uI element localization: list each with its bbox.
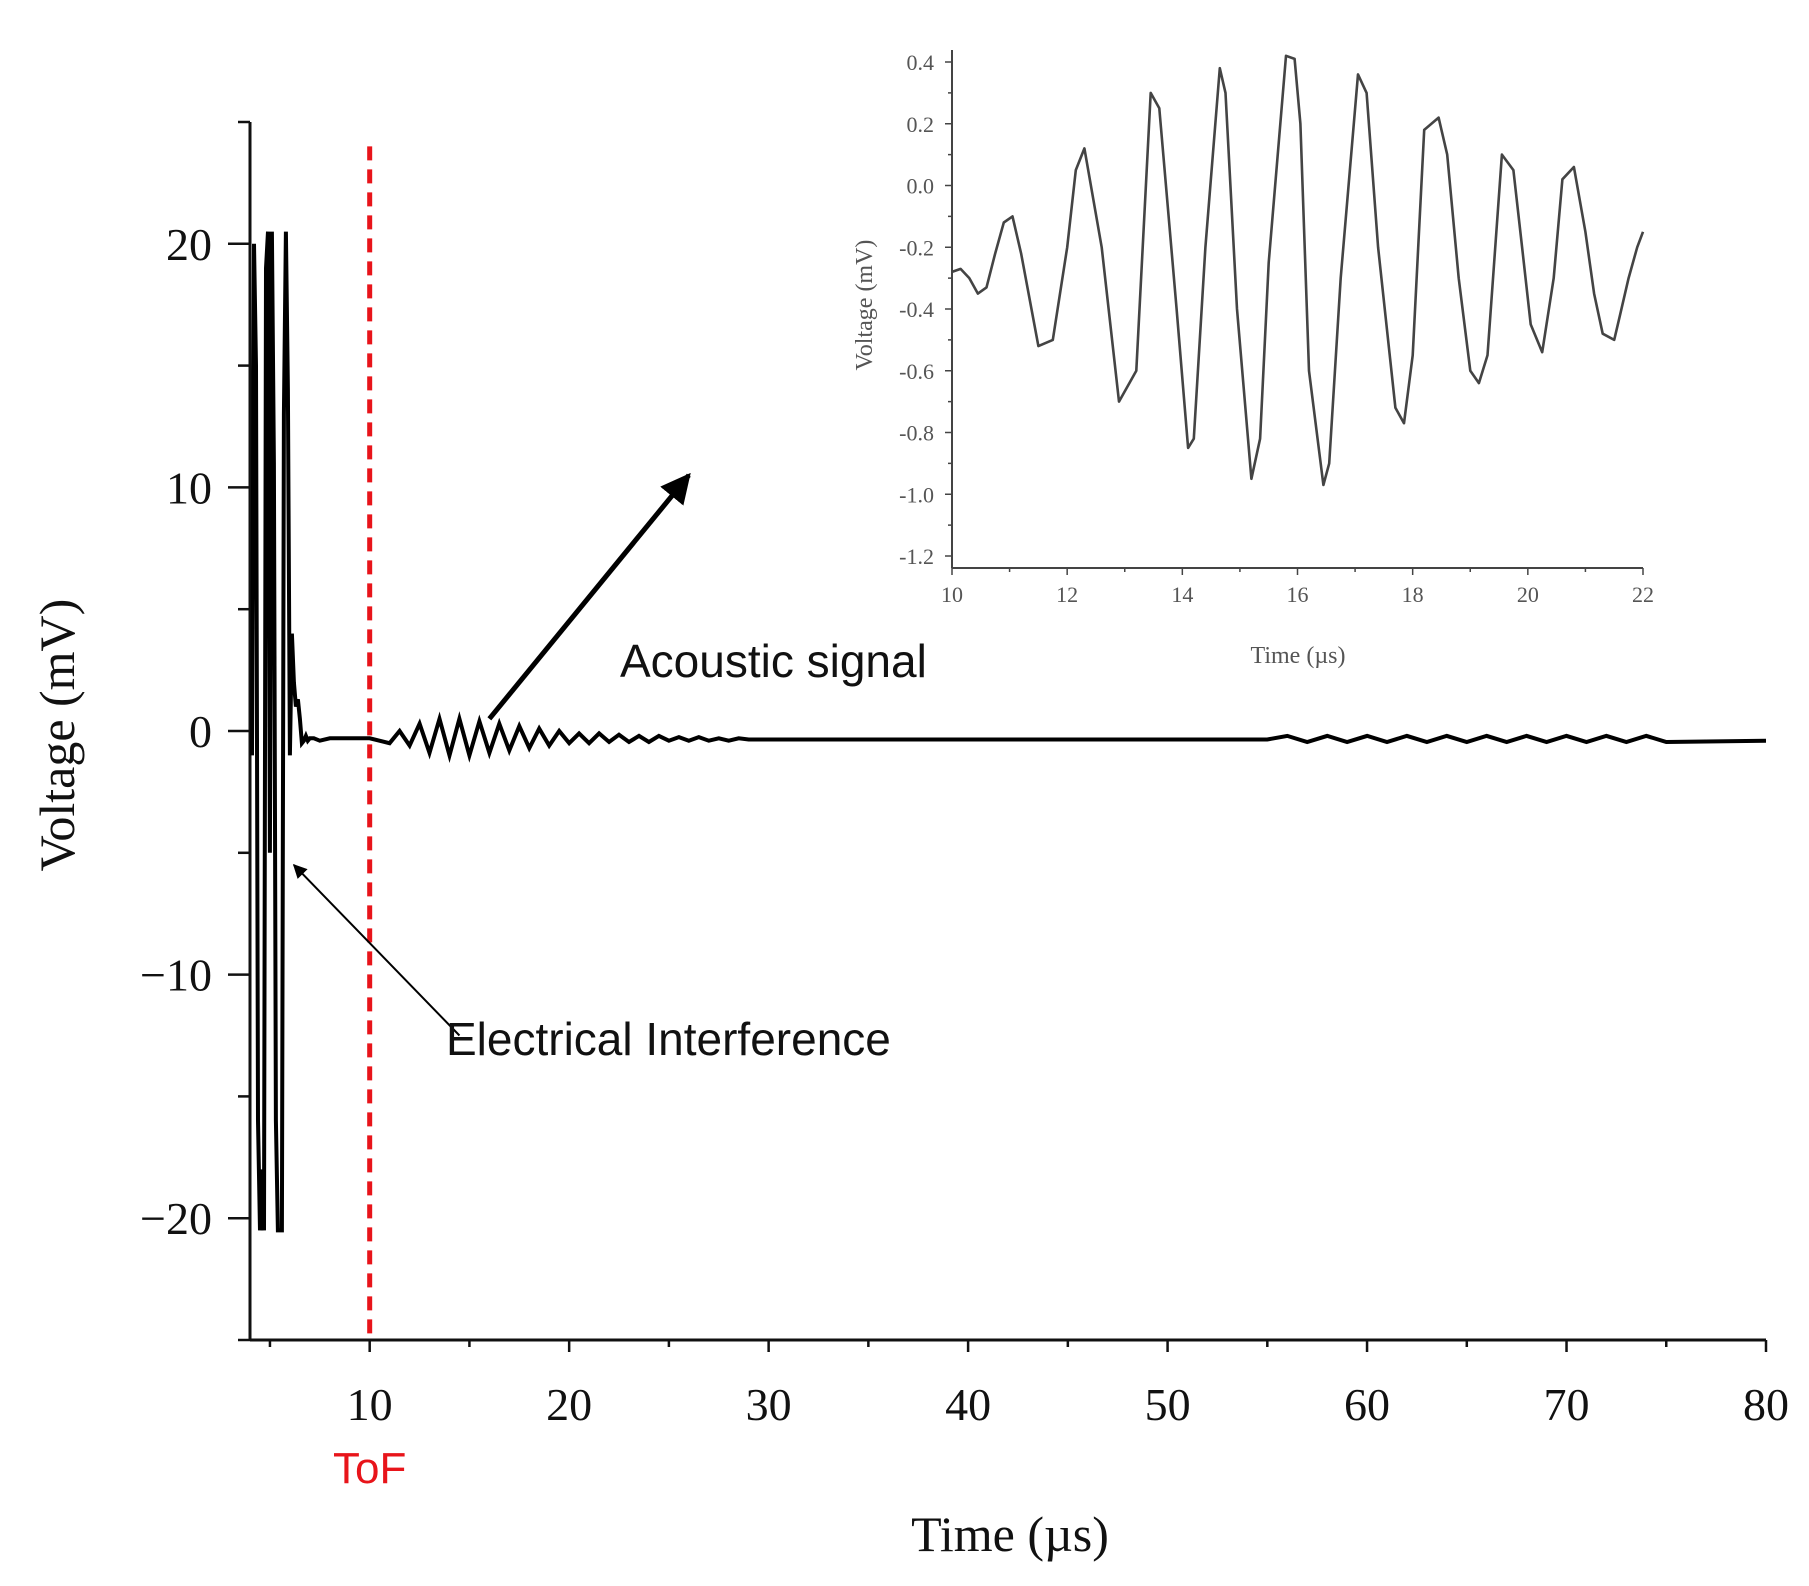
inset-series-line bbox=[951, 54, 1645, 487]
inset-y-tick-label: -0.2 bbox=[899, 235, 934, 260]
inset-x-axis-label: Time (µs) bbox=[1251, 643, 1346, 669]
main-y-tick-label: 20 bbox=[166, 219, 212, 270]
tof-label: ToF bbox=[333, 1444, 406, 1493]
main-series-line bbox=[250, 231, 1767, 1233]
acoustic-arrow bbox=[487, 472, 691, 721]
inset-x-tick-label: 10 bbox=[941, 582, 963, 607]
main-y-tick-label: 10 bbox=[166, 462, 212, 513]
inset-y-tick-label: -0.8 bbox=[899, 421, 934, 446]
inset-y-tick-label: -0.4 bbox=[899, 297, 934, 322]
inset-chart: 10 12 14 16 18 20 22 0.4 0.2 0.0 -0.2 -0.4 -0.6 -0.8 -… bbox=[852, 50, 1654, 669]
inset-y-tick-label: 0.4 bbox=[907, 50, 935, 75]
inset-x-tick-label: 18 bbox=[1402, 582, 1424, 607]
main-y-tick-label: −20 bbox=[140, 1193, 212, 1244]
main-x-tick-label: 50 bbox=[1145, 1379, 1191, 1430]
main-x-axis-label: Time (µs) bbox=[911, 1506, 1109, 1562]
inset-x-tick-label: 22 bbox=[1632, 582, 1654, 607]
main-chart: 10 20 30 40 50 60 70 80 −20 −10 0 10 20 ToF Acoustic… bbox=[29, 120, 1789, 1562]
main-series bbox=[250, 231, 1767, 1233]
main-x-tick-label: 30 bbox=[746, 1379, 792, 1430]
inset-y-tick-label: -0.6 bbox=[899, 359, 934, 384]
main-annotations: Acoustic signal Electrical Interference bbox=[292, 472, 927, 1065]
main-y-tick-label: −10 bbox=[140, 950, 212, 1001]
inset-y-tick-label: -1.2 bbox=[899, 544, 934, 569]
interference-label: Electrical Interference bbox=[446, 1013, 891, 1065]
main-x-tick-label: 20 bbox=[546, 1379, 592, 1430]
inset-x-tick-label: 12 bbox=[1056, 582, 1078, 607]
tof-marker: ToF bbox=[333, 146, 406, 1493]
main-x-tick-label: 60 bbox=[1344, 1379, 1390, 1430]
main-x-tick-label: 40 bbox=[945, 1379, 991, 1430]
inset-y-tick-label: 0.2 bbox=[907, 112, 935, 137]
main-x-tick-label: 80 bbox=[1743, 1379, 1789, 1430]
inset-axes: 10 12 14 16 18 20 22 0.4 0.2 0.0 -0.2 -0.4 -0.6 -0.8 -… bbox=[899, 50, 1654, 607]
main-y-axis-label: Voltage (mV) bbox=[29, 599, 85, 872]
main-y-tick-label: 0 bbox=[189, 706, 212, 757]
interference-arrow bbox=[292, 863, 461, 1037]
inset-y-tick-label: -1.0 bbox=[899, 482, 934, 507]
inset-x-tick-label: 14 bbox=[1171, 582, 1193, 607]
main-x-tick-label: 70 bbox=[1544, 1379, 1590, 1430]
main-axes: 10 20 30 40 50 60 70 80 −20 −10 0 10 20 bbox=[140, 120, 1789, 1430]
main-x-tick-label: 10 bbox=[347, 1379, 393, 1430]
inset-y-axis-label: Voltage (mV) bbox=[852, 240, 878, 371]
inset-y-tick-label: 0.0 bbox=[907, 174, 935, 199]
acoustic-label: Acoustic signal bbox=[620, 635, 927, 687]
inset-series bbox=[951, 54, 1645, 487]
inset-x-tick-label: 16 bbox=[1287, 582, 1309, 607]
inset-x-tick-label: 20 bbox=[1517, 582, 1539, 607]
